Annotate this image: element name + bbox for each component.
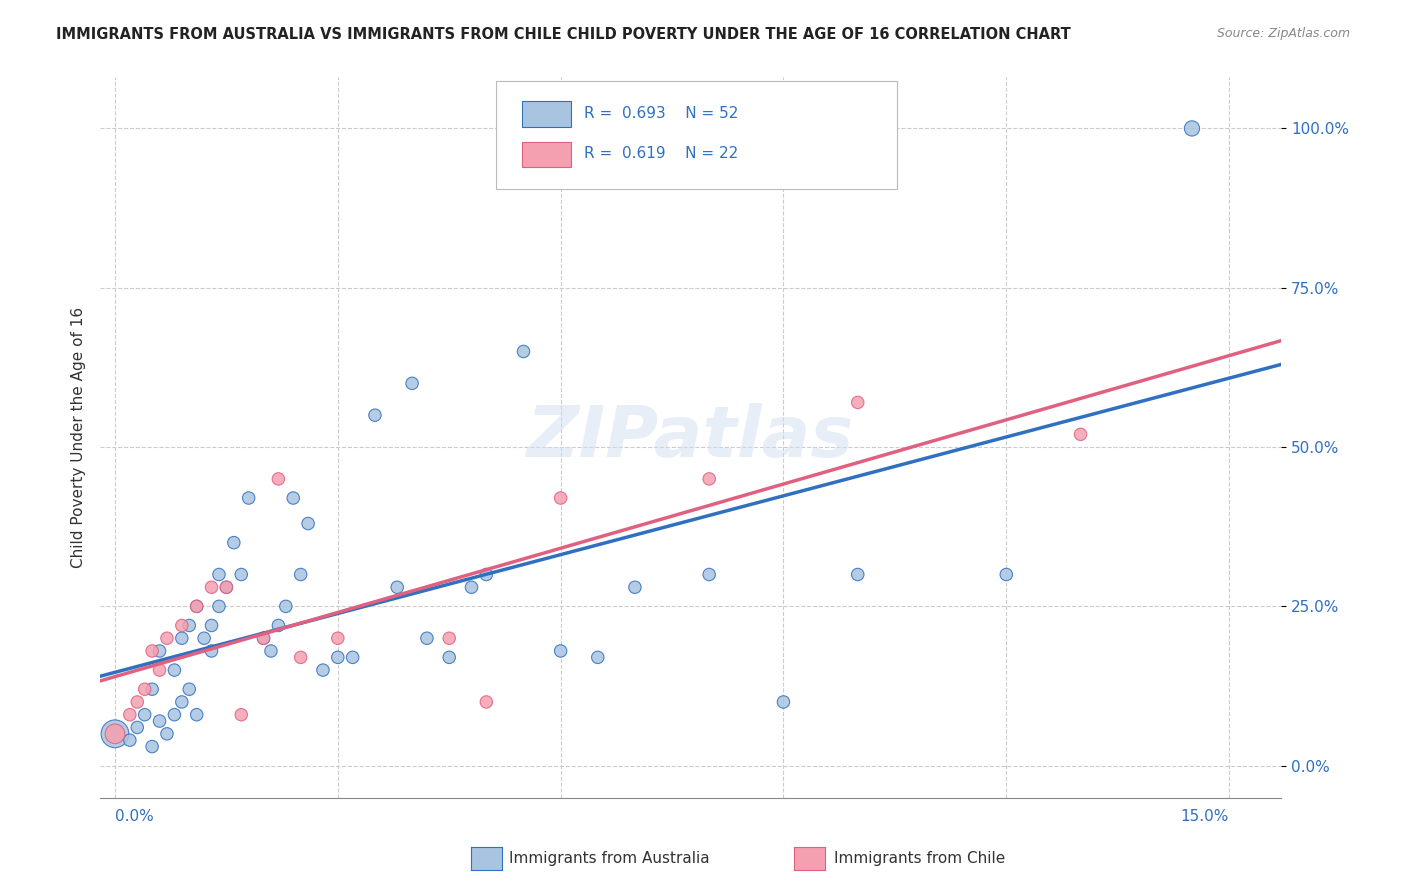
Point: [697, 567, 720, 582]
Point: [342, 650, 364, 665]
Point: [238, 491, 260, 505]
Point: [118, 733, 141, 747]
Text: IMMIGRANTS FROM AUSTRALIA VS IMMIGRANTS FROM CHILE CHILD POVERTY UNDER THE AGE O: IMMIGRANTS FROM AUSTRALIA VS IMMIGRANTS …: [56, 27, 1071, 42]
Text: 15.0%: 15.0%: [1181, 809, 1229, 824]
Point: [475, 567, 498, 582]
Point: [163, 663, 186, 677]
Point: [586, 650, 609, 665]
Point: [170, 618, 193, 632]
Point: [995, 567, 1018, 582]
Point: [326, 631, 349, 645]
Point: [186, 599, 208, 614]
Point: [179, 682, 201, 697]
Point: [846, 395, 869, 409]
Point: [550, 644, 572, 658]
Point: [141, 644, 163, 658]
Point: [290, 650, 312, 665]
Point: [118, 707, 141, 722]
Point: [104, 727, 127, 741]
Point: [846, 567, 869, 582]
Point: [104, 727, 127, 741]
Point: [148, 644, 170, 658]
FancyBboxPatch shape: [496, 81, 897, 189]
Point: [439, 650, 461, 665]
Point: [290, 567, 312, 582]
Point: [222, 535, 245, 549]
Point: [550, 491, 572, 505]
Point: [267, 618, 290, 632]
Point: [156, 727, 179, 741]
Point: [624, 580, 647, 594]
Point: [252, 631, 274, 645]
Point: [439, 631, 461, 645]
Point: [156, 631, 179, 645]
Point: [208, 599, 231, 614]
Point: [186, 707, 208, 722]
Text: ZIPatlas: ZIPatlas: [527, 403, 855, 472]
Point: [416, 631, 439, 645]
Point: [208, 567, 231, 582]
Point: [215, 580, 238, 594]
Point: [1181, 121, 1204, 136]
Point: [170, 695, 193, 709]
Point: [127, 695, 149, 709]
Point: [215, 580, 238, 594]
Point: [141, 682, 163, 697]
Point: [260, 644, 283, 658]
Text: Immigrants from Australia: Immigrants from Australia: [509, 851, 710, 865]
Point: [401, 376, 423, 391]
Point: [134, 707, 156, 722]
Point: [460, 580, 482, 594]
Point: [179, 618, 201, 632]
Y-axis label: Child Poverty Under the Age of 16: Child Poverty Under the Age of 16: [72, 307, 86, 568]
Point: [127, 721, 149, 735]
Point: [186, 599, 208, 614]
Point: [364, 408, 387, 422]
Point: [200, 618, 222, 632]
FancyBboxPatch shape: [522, 142, 571, 168]
Point: [170, 631, 193, 645]
FancyBboxPatch shape: [522, 101, 571, 128]
Point: [148, 663, 170, 677]
Text: R =  0.693    N = 52: R = 0.693 N = 52: [585, 106, 738, 121]
Point: [274, 599, 297, 614]
Point: [326, 650, 349, 665]
Point: [297, 516, 319, 531]
Text: Immigrants from Chile: Immigrants from Chile: [834, 851, 1005, 865]
Point: [200, 644, 222, 658]
Text: Source: ZipAtlas.com: Source: ZipAtlas.com: [1216, 27, 1350, 40]
Point: [312, 663, 335, 677]
Text: 0.0%: 0.0%: [115, 809, 153, 824]
Point: [141, 739, 163, 754]
Point: [231, 707, 253, 722]
Point: [772, 695, 794, 709]
Point: [387, 580, 409, 594]
Point: [231, 567, 253, 582]
Point: [267, 472, 290, 486]
Point: [148, 714, 170, 728]
Point: [163, 707, 186, 722]
Point: [134, 682, 156, 697]
Point: [697, 472, 720, 486]
Point: [1070, 427, 1092, 442]
Point: [475, 695, 498, 709]
Point: [252, 631, 274, 645]
Text: R =  0.619    N = 22: R = 0.619 N = 22: [585, 146, 738, 161]
Point: [283, 491, 305, 505]
Point: [512, 344, 534, 359]
Point: [193, 631, 215, 645]
Point: [200, 580, 222, 594]
